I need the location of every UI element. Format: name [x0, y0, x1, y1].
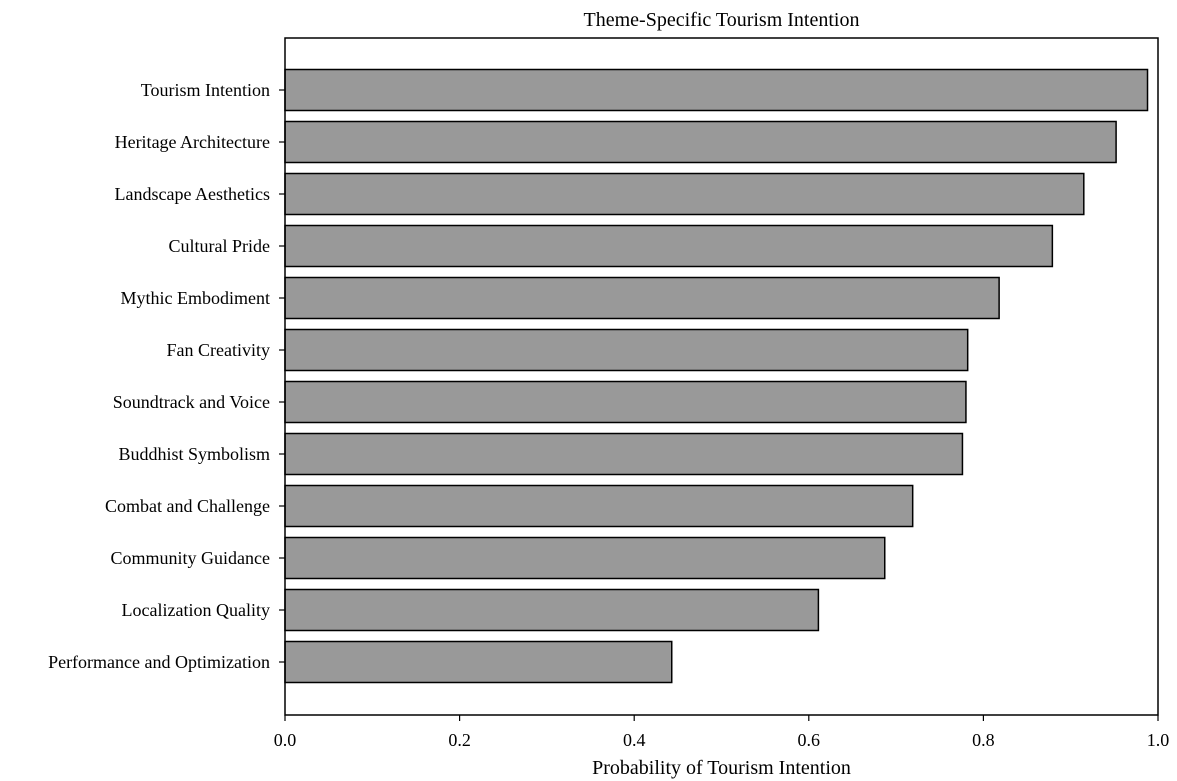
- y-tick-label: Cultural Pride: [169, 236, 271, 256]
- chart-title: Theme-Specific Tourism Intention: [584, 9, 860, 31]
- bar-fan-creativity: [284, 328, 969, 372]
- bar-landscape-aesthetics: [284, 172, 1085, 216]
- y-tick-label: Mythic Embodiment: [121, 288, 270, 308]
- bar-soundtrack-and-voice: [284, 380, 967, 424]
- y-tick-label: Heritage Architecture: [115, 132, 270, 152]
- bar-buddhist-symbolism: [284, 432, 964, 476]
- x-tick-label: 0.6: [798, 730, 821, 750]
- bar-mythic-embodiment: [284, 276, 1000, 320]
- bar-combat-and-challenge: [284, 484, 914, 528]
- y-tick-label: Soundtrack and Voice: [113, 392, 270, 412]
- x-tick-label: 0.2: [448, 730, 471, 750]
- bars-layer: [284, 68, 1149, 684]
- y-tick-label: Buddhist Symbolism: [118, 444, 270, 464]
- plot-frame: [284, 37, 1159, 716]
- y-tick-label: Tourism Intention: [141, 80, 270, 100]
- x-axis-ticks: 0.0 0.2 0.4 0.6 0.8 1.0: [274, 715, 1170, 750]
- x-tick-label: 0.8: [972, 730, 995, 750]
- x-tick-label: 0.0: [274, 730, 297, 750]
- bar-heritage-architecture: [284, 120, 1117, 164]
- y-tick-label: Landscape Aesthetics: [115, 184, 270, 204]
- bar-tourism-intention: [284, 68, 1149, 112]
- y-axis-ticks: Tourism Intention Heritage Architecture La…: [48, 80, 285, 672]
- x-tick-label: 1.0: [1147, 730, 1170, 750]
- bar-localization-quality: [284, 588, 820, 632]
- bar-performance-and-optimization: [284, 640, 673, 684]
- bar-cultural-pride: [284, 224, 1054, 268]
- bar-community-guidance: [284, 536, 886, 580]
- y-tick-label: Combat and Challenge: [105, 496, 270, 516]
- y-tick-label: Community Guidance: [111, 548, 270, 568]
- y-tick-label: Fan Creativity: [167, 340, 270, 360]
- x-tick-label: 0.4: [623, 730, 646, 750]
- y-tick-label: Performance and Optimization: [48, 652, 270, 672]
- y-tick-label: Localization Quality: [122, 600, 270, 620]
- x-axis-label: Probability of Tourism Intention: [592, 757, 851, 779]
